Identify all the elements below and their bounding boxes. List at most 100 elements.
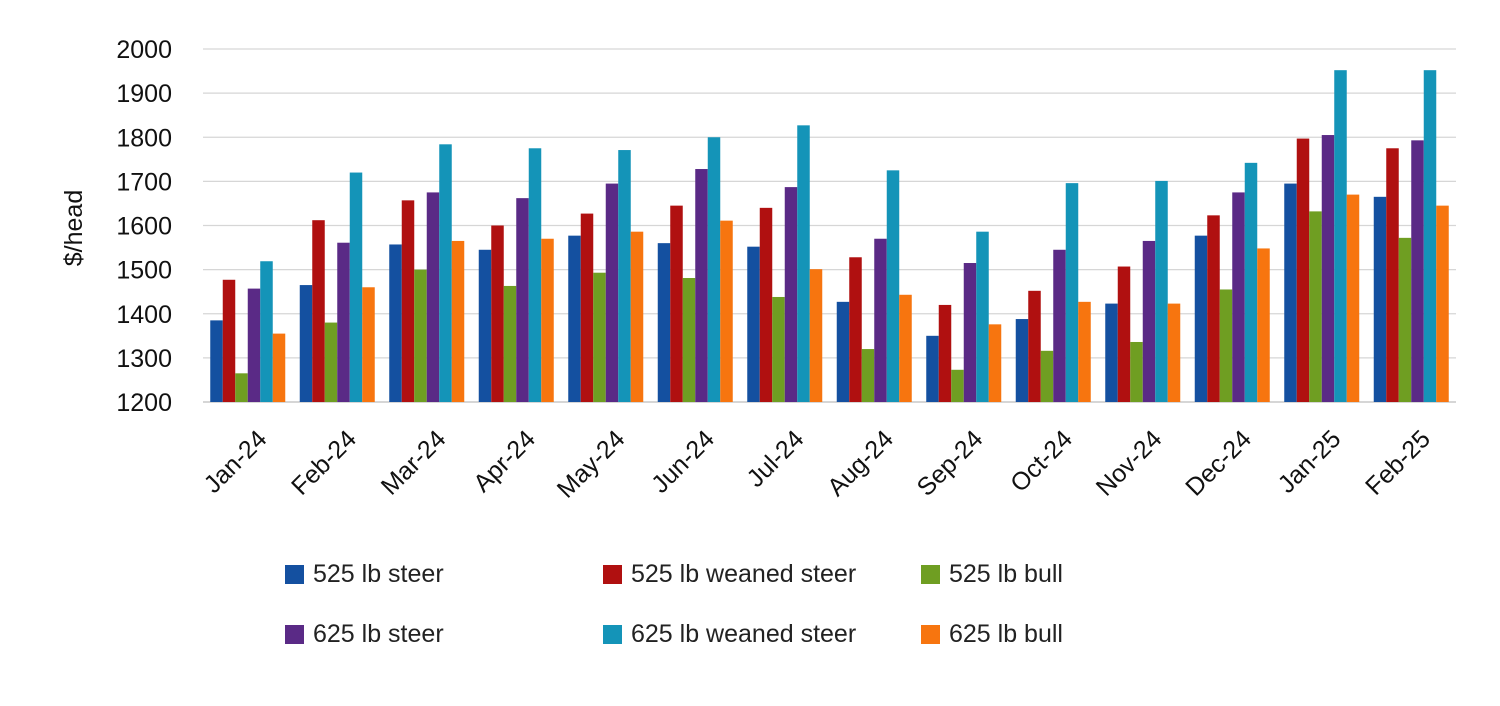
bar-525-lb-steer-Sep-24 (926, 335, 939, 402)
bar-625-lb-bull-Feb-24 (362, 287, 375, 402)
bar-525-lb-weaned-steer-Feb-24 (312, 220, 325, 402)
bar-525-lb-bull-Jun-24 (682, 278, 696, 402)
bar-625-lb-steer-Feb-24 (337, 242, 350, 402)
legend-item: 625 lb steer (285, 620, 444, 649)
x-tick-label: Dec-24 (1180, 425, 1257, 502)
bar-525-lb-steer-Jan-24 (210, 320, 223, 402)
legend-label: 625 lb weaned steer (631, 620, 857, 648)
legend-item: 625 lb weaned steer (603, 620, 856, 649)
bar-625-lb-bull-Jun-24 (720, 220, 733, 402)
bar-625-lb-bull-Sep-24 (988, 324, 1002, 402)
bar-525-lb-steer-Aug-24 (836, 301, 850, 402)
y-axis-label: $/head (60, 190, 88, 266)
legend-item: 625 lb bull (921, 620, 1063, 649)
bar-525-lb-bull-Jan-25 (1309, 211, 1322, 402)
legend-label: 625 lb steer (313, 620, 444, 648)
bar-525-lb-weaned-steer-Jul-24 (759, 207, 773, 402)
bar-625-lb-weaned-steer-Jan-24 (260, 261, 273, 402)
bar-625-lb-bull-Dec-24 (1257, 248, 1270, 402)
bar-525-lb-weaned-steer-Sep-24 (938, 304, 952, 402)
bar-625-lb-steer-Mar-24 (426, 192, 440, 402)
bar-625-lb-bull-Jan-24 (272, 333, 286, 402)
bar-525-lb-steer-Apr-24 (478, 249, 492, 402)
bar-525-lb-bull-Sep-24 (951, 369, 964, 402)
legend-swatch (921, 625, 940, 644)
bar-625-lb-steer-Oct-24 (1053, 249, 1066, 402)
x-tick-label: Oct-24 (1005, 425, 1078, 498)
x-tick-label: Apr-24 (468, 425, 541, 498)
bar-525-lb-steer-Jun-24 (657, 243, 671, 402)
legend-item: 525 lb bull (921, 560, 1063, 589)
bar-525-lb-bull-Mar-24 (414, 269, 427, 403)
bar-525-lb-weaned-steer-Aug-24 (849, 257, 862, 402)
bar-525-lb-bull-Jan-24 (235, 373, 248, 402)
bar-625-lb-bull-Feb-25 (1436, 205, 1449, 402)
bar-625-lb-steer-Aug-24 (874, 238, 887, 402)
x-tick-label: Feb-24 (286, 425, 362, 501)
bar-525-lb-weaned-steer-Dec-24 (1207, 215, 1220, 402)
bar-625-lb-weaned-steer-Feb-24 (349, 172, 363, 402)
bar-625-lb-weaned-steer-Feb-25 (1423, 70, 1437, 403)
bar-525-lb-weaned-steer-Mar-24 (401, 200, 415, 402)
bar-525-lb-weaned-steer-Apr-24 (491, 225, 504, 402)
x-tick-label: Jun-24 (646, 425, 720, 499)
x-tick-label: Jan-25 (1273, 425, 1347, 499)
y-tick-label: 1400 (116, 301, 172, 329)
y-tick-label: 1900 (116, 80, 172, 108)
legend-swatch (603, 625, 622, 644)
bar-525-lb-steer-Feb-25 (1373, 196, 1387, 402)
y-tick-label: 1200 (116, 389, 172, 417)
x-tick-label: Aug-24 (822, 425, 899, 502)
bar-625-lb-weaned-steer-Aug-24 (886, 170, 900, 402)
bar-525-lb-steer-Feb-24 (299, 285, 313, 402)
bar-625-lb-steer-Jun-24 (695, 169, 708, 402)
y-tick-label: 1800 (116, 124, 172, 152)
bar-525-lb-steer-Jan-25 (1284, 183, 1297, 402)
legend-swatch (921, 565, 940, 584)
bar-625-lb-weaned-steer-Sep-24 (976, 231, 989, 402)
bar-625-lb-bull-Jan-25 (1346, 194, 1360, 402)
bar-525-lb-weaned-steer-Oct-24 (1028, 290, 1041, 402)
bar-525-lb-bull-Feb-24 (324, 322, 338, 402)
bar-625-lb-bull-Mar-24 (451, 240, 465, 402)
legend-label: 525 lb bull (949, 560, 1063, 588)
x-tick-label: May-24 (552, 425, 631, 504)
legend-item: 525 lb weaned steer (603, 560, 856, 589)
bar-525-lb-weaned-steer-Jan-24 (222, 279, 236, 402)
bar-625-lb-weaned-steer-Dec-24 (1244, 162, 1258, 402)
bars (210, 70, 1449, 403)
legend-label: 525 lb steer (313, 560, 444, 588)
bar-525-lb-weaned-steer-Feb-25 (1386, 148, 1399, 402)
bar-525-lb-bull-May-24 (593, 272, 606, 402)
bar-625-lb-bull-Aug-24 (899, 294, 912, 402)
bar-625-lb-weaned-steer-Oct-24 (1065, 183, 1079, 402)
bar-625-lb-weaned-steer-Mar-24 (439, 144, 452, 402)
bar-625-lb-steer-Jan-25 (1321, 135, 1335, 403)
legend-swatch (285, 625, 304, 644)
bar-625-lb-weaned-steer-Jul-24 (797, 125, 810, 402)
legend-item: 525 lb steer (285, 560, 444, 589)
x-axis-ticks: Jan-24 Feb-24 Mar-24 Apr-24 May-24 Jun-24 Jul-… (199, 425, 1436, 504)
bar-525-lb-steer-Jul-24 (747, 246, 760, 402)
bar-525-lb-steer-Mar-24 (389, 244, 402, 402)
legend-label: 525 lb weaned steer (631, 560, 857, 588)
bar-525-lb-bull-Apr-24 (503, 285, 517, 402)
bar-625-lb-bull-Nov-24 (1167, 303, 1181, 402)
bar-625-lb-steer-May-24 (605, 183, 619, 402)
bar-625-lb-weaned-steer-Apr-24 (528, 148, 542, 402)
bar-625-lb-steer-Apr-24 (516, 198, 529, 402)
bar-525-lb-steer-May-24 (568, 235, 581, 402)
bar-625-lb-steer-Sep-24 (963, 263, 977, 402)
bar-525-lb-bull-Dec-24 (1219, 289, 1233, 402)
bar-625-lb-steer-Feb-25 (1411, 140, 1424, 402)
bar-525-lb-bull-Oct-24 (1040, 350, 1054, 402)
y-tick-label: 2000 (116, 36, 172, 64)
legend-label: 625 lb bull (949, 620, 1063, 648)
bar-525-lb-weaned-steer-Jun-24 (670, 205, 683, 402)
bar-525-lb-weaned-steer-Nov-24 (1117, 266, 1131, 402)
bar-525-lb-steer-Dec-24 (1194, 235, 1208, 402)
bar-625-lb-bull-Apr-24 (541, 238, 554, 402)
bar-525-lb-weaned-steer-Jan-25 (1296, 138, 1310, 402)
bar-525-lb-weaned-steer-May-24 (580, 213, 594, 402)
